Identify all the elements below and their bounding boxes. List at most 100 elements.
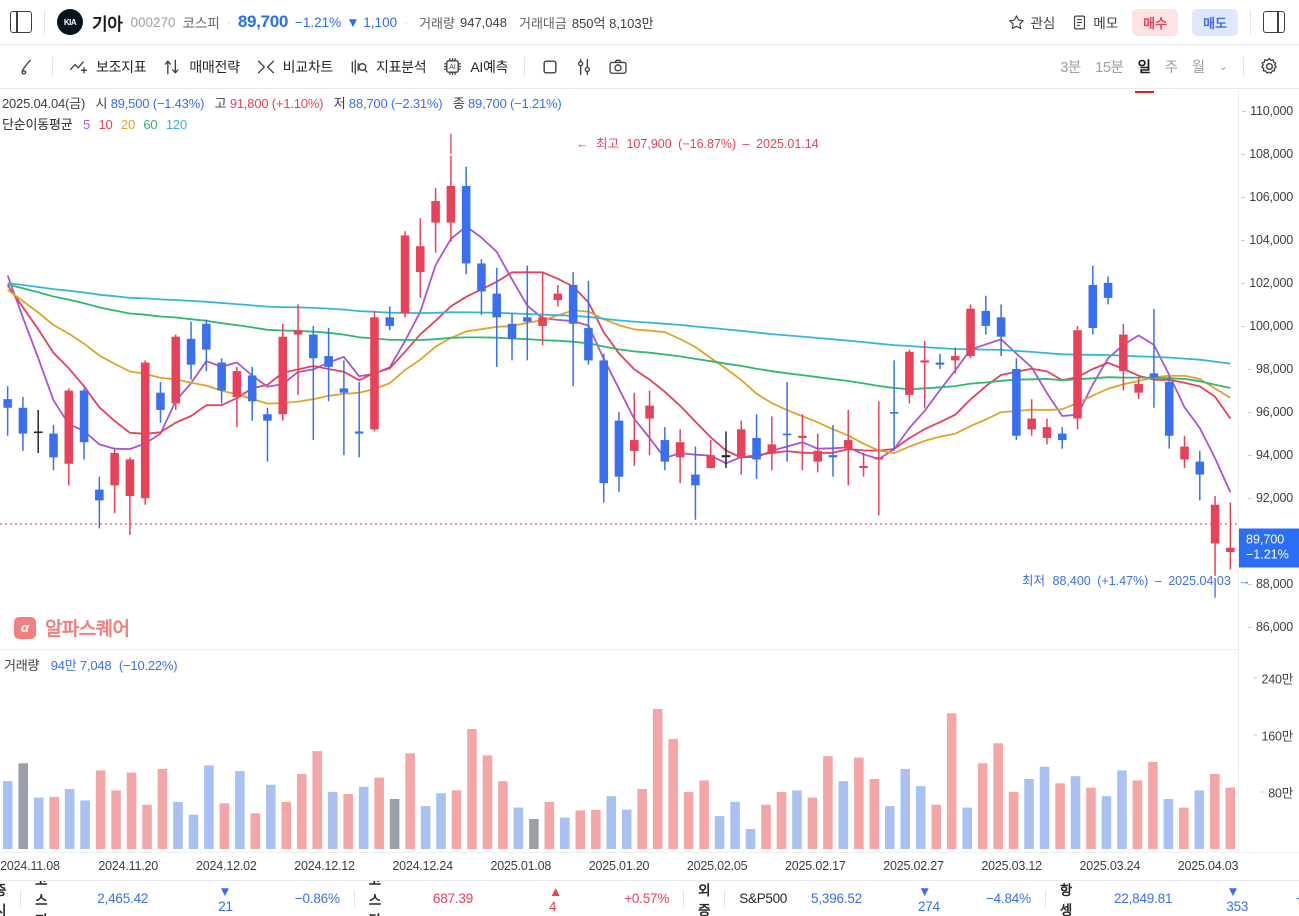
candle-body <box>599 360 608 484</box>
layout-button[interactable] <box>533 53 567 81</box>
volume-bar <box>1008 791 1019 849</box>
sell-button[interactable]: 매도 <box>1192 8 1238 36</box>
index-hangseng-pct: −1.52% <box>1296 891 1299 906</box>
volume-bar <box>157 769 168 849</box>
volume-bar <box>80 800 90 849</box>
candle-body <box>798 435 807 438</box>
ma-legend-label: 단순이동평균 <box>2 117 73 132</box>
memo-button[interactable]: 메모 <box>1071 12 1118 32</box>
index-kospi-name: 코스피 <box>35 880 48 916</box>
volume-bar-chart <box>2 709 1236 849</box>
panel-left-icon[interactable] <box>10 11 32 33</box>
candle-body <box>95 489 104 501</box>
volume-tick: 240만 <box>1253 668 1293 687</box>
panel-right-icon[interactable] <box>1263 11 1285 33</box>
ma-legend[interactable]: 단순이동평균 5 10 20 60 120 <box>2 114 187 133</box>
price-tick: 98,000 <box>1247 362 1293 376</box>
settings-sliders-button[interactable] <box>567 53 601 81</box>
timeframe-15min[interactable]: 15분 <box>1095 60 1124 76</box>
price-tick: 94,000 <box>1247 448 1293 463</box>
date-tick: 2024.11.08 <box>0 859 60 873</box>
candle-body <box>400 235 410 313</box>
index-kospi[interactable]: 코스피 2,465.42 ▼ 21 −0.86% <box>35 880 340 916</box>
index-kospi-value: 2,465.42 <box>97 891 149 906</box>
candle-body <box>584 328 593 361</box>
ma-line-10 <box>6 271 1232 459</box>
buy-button[interactable]: 매수 <box>1132 8 1179 36</box>
volume-legend: 거래량 94만 7,048 (−10.22%) <box>4 655 178 674</box>
candle-body <box>1027 418 1036 430</box>
index-sp500-value: 5,396.52 <box>811 891 862 906</box>
candle-body <box>813 450 822 462</box>
index-kospi-pct: −0.86% <box>294 891 340 906</box>
candle-body <box>630 440 639 451</box>
sliders-icon <box>578 58 591 75</box>
volume-bar <box>1194 790 1205 849</box>
analysis-button[interactable]: 지표분석 <box>341 53 434 81</box>
candle-body <box>1012 369 1021 436</box>
ma-line-60 <box>7 283 1231 391</box>
date-axis[interactable]: 2024.11.08 2024.11.20 2024.12.02 2024.12.12… <box>0 852 1299 880</box>
price-chart-panel[interactable]: 2025.04.04(금) 시 89,500 (−1.43%) 고 91,800… <box>0 89 1251 649</box>
header-divider <box>44 10 45 34</box>
volume-bar <box>33 797 44 849</box>
volume-chart-panel[interactable]: 거래량 94만 7,048 (−10.22%) <box>0 649 1238 849</box>
price-axis[interactable]: 110,000 108,000 106,000 104,000 102,000 100,0… <box>1238 89 1299 852</box>
volume-bar <box>823 756 833 849</box>
candlestick-chart <box>0 133 1238 598</box>
candle-body <box>1119 334 1128 372</box>
candle-body <box>33 431 43 434</box>
drawing-tool-button[interactable] <box>10 53 44 81</box>
indicator-button[interactable]: 보조지표 <box>61 53 154 81</box>
candle-body <box>79 390 89 443</box>
compare-icon <box>257 60 274 73</box>
status-divider-4 <box>1044 889 1046 908</box>
date-tick: 2024.12.02 <box>196 859 257 873</box>
volume-bar <box>590 809 601 849</box>
ma-60-label: 60 <box>143 117 158 132</box>
indicator-icon <box>70 60 88 73</box>
volume-bar <box>699 780 709 849</box>
ai-forecast-button[interactable]: AI AI예측 <box>434 52 516 81</box>
legend-close-label: 종 <box>452 96 465 111</box>
index-sp500-pct: −4.84% <box>985 891 1031 906</box>
candle-body <box>278 336 288 415</box>
date-tick: 2024.11.20 <box>98 859 158 873</box>
favorite-button[interactable]: 관심 <box>1008 12 1055 32</box>
plot-column[interactable]: 2025.04.04(금) 시 89,500 (−1.43%) 고 91,800… <box>0 89 1251 852</box>
timeframe-day[interactable]: 일 <box>1131 52 1158 93</box>
chart-settings-button[interactable] <box>1252 52 1287 81</box>
low-arrow-icon: → <box>1238 574 1251 588</box>
candle-body <box>568 285 578 324</box>
candle-body <box>171 336 181 404</box>
star-icon <box>1009 14 1025 29</box>
ma-20-label: 20 <box>120 117 135 132</box>
timeframe-month[interactable]: 월 <box>1191 60 1205 76</box>
compare-chart-button[interactable]: 비교차트 <box>248 53 341 81</box>
status-divider-2 <box>683 889 685 908</box>
index-kosdaq[interactable]: 코스닥 687.39 ▲ 4 +0.57% <box>369 881 670 916</box>
candle-body <box>324 356 333 367</box>
memo-label: 메모 <box>1093 16 1119 31</box>
high-dash: – <box>742 137 750 151</box>
screenshot-button[interactable] <box>601 53 635 81</box>
price-tick: 104,000 <box>1241 232 1293 247</box>
index-sp500[interactable]: S&P500 5,396.52 ▼ 274 −4.84% <box>739 884 1031 914</box>
candle-body <box>247 375 257 402</box>
ma-120-label: 120 <box>165 117 187 132</box>
candle-body <box>843 440 853 449</box>
chevron-down-icon[interactable]: ⌄ <box>1218 61 1228 73</box>
timeframe-week[interactable]: 주 <box>1164 60 1178 76</box>
candle-body <box>385 317 395 326</box>
status-divider-3 <box>724 889 726 908</box>
timeframe-3min[interactable]: 3분 <box>1060 60 1082 76</box>
volume-bar <box>343 794 353 849</box>
low-pct: (+1.47%) <box>1097 574 1149 588</box>
volume-tick: 160만 <box>1253 725 1293 744</box>
volume-bar <box>64 789 75 849</box>
volume-bar <box>993 743 1003 849</box>
index-hangseng[interactable]: 항셍 22,849.81 ▼ 353 −1.52% <box>1060 881 1299 916</box>
strategy-button[interactable]: 매매전략 <box>154 53 247 81</box>
legend-open-pct: (−1.43%) <box>152 96 205 111</box>
volume-bar <box>683 791 694 849</box>
